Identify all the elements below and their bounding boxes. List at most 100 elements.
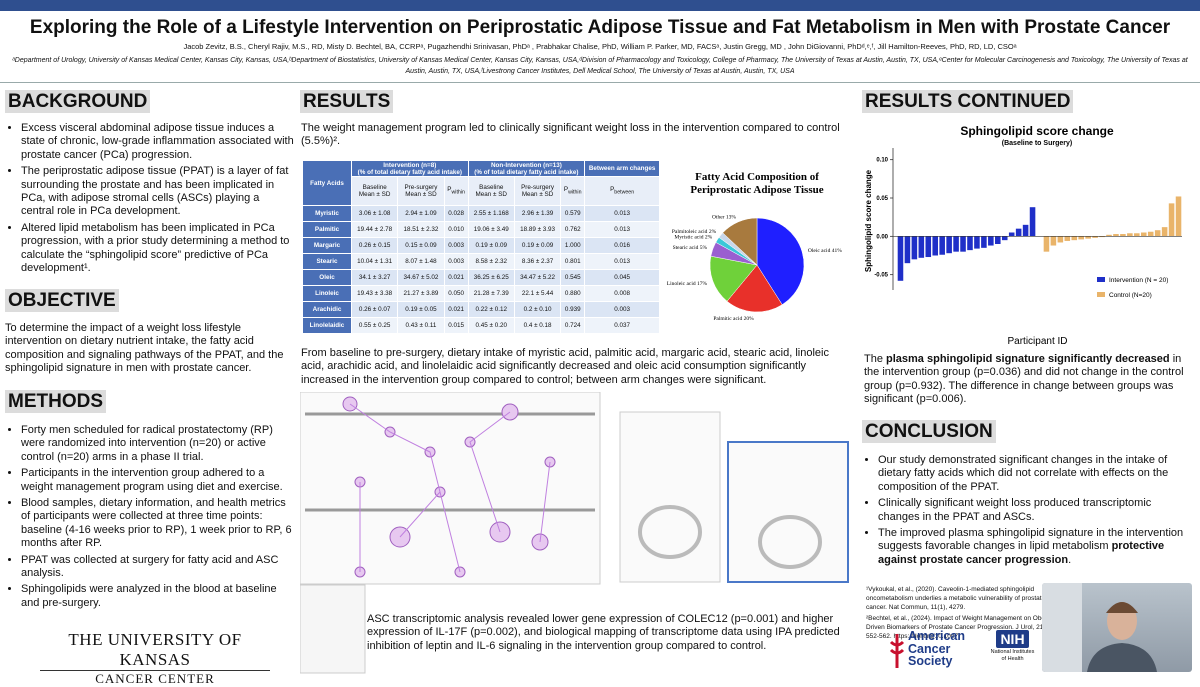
header-cell: Pwithin	[443, 176, 469, 206]
table-cell: Myristic	[302, 205, 352, 222]
slice-name: Oleic acid	[808, 248, 831, 254]
table-cell: 0.021	[443, 301, 469, 318]
bar	[1050, 236, 1057, 246]
slice-value: 13%	[726, 214, 737, 220]
section-heading: METHODS	[5, 390, 106, 413]
table-cell: 2.55 ± 1.168	[467, 205, 515, 222]
y-tick-label: -0.05	[874, 273, 888, 279]
table-cell: 0.19 ± 0.05	[397, 301, 445, 318]
pathway-panel	[300, 392, 601, 585]
table-row: Oleic 34.1 ± 3.27 34.67 ± 5.02 0.021 36.25 ±…	[302, 269, 660, 286]
nih-badge: NIH	[996, 630, 1029, 648]
header-sub: within	[451, 189, 465, 196]
pathway-panel	[619, 411, 721, 583]
table-cell: 19.43 ± 3.38	[350, 285, 399, 302]
bullet: Forty men scheduled for radical prostate…	[21, 424, 295, 464]
header-cell: Pwithin	[560, 176, 586, 206]
text-run: The	[864, 353, 887, 365]
y-tick-label: 0.00	[876, 234, 888, 240]
header-sub: within	[568, 189, 582, 196]
table-cell: Stearic	[302, 253, 352, 270]
bullet: Excess visceral abdominal adipose tissue…	[21, 122, 295, 162]
table-cell: 0.880	[560, 285, 586, 302]
table-cell: Palmitic	[302, 221, 352, 238]
table-cell: 34.67 ± 5.02	[397, 269, 445, 286]
table-cell: 10.04 ± 1.31	[350, 253, 399, 270]
header-cell: Pbetween	[584, 176, 660, 206]
bar	[932, 236, 939, 256]
section-heading: CONCLUSION	[862, 420, 996, 443]
webcam-person	[1042, 583, 1157, 672]
pathway-panel	[727, 441, 849, 583]
table-cell: 8.07 ± 1.48	[397, 253, 445, 270]
pie-slice	[756, 217, 805, 306]
bar	[1078, 236, 1084, 240]
bar	[1092, 236, 1098, 238]
table-cell: 34.47 ± 5.22	[513, 269, 562, 286]
table-cell: 2.96 ± 1.39	[513, 205, 562, 222]
objective-section: OBJECTIVE To determine the impact of a w…	[5, 289, 295, 376]
text-run: Forty men scheduled for radical prostate…	[21, 424, 273, 463]
bullet: Blood samples, dietary information, and …	[21, 497, 295, 551]
table-cell: 0.028	[443, 205, 469, 222]
text-run: Altered lipid metabolism has been implic…	[21, 221, 290, 275]
acs-icon	[889, 634, 905, 668]
chart-title: Fatty Acid Composition of	[695, 171, 819, 183]
table-cell: 0.4 ± 0.18	[513, 317, 562, 334]
bar	[1043, 236, 1050, 252]
text-run: in the intervention group (p=0.036) and …	[864, 353, 1184, 406]
slice-label: Oleic acid 41%	[808, 248, 842, 254]
table-cell: 0.013	[584, 205, 660, 222]
table-cell: 0.015	[443, 317, 469, 334]
x-axis-label: Participant ID	[1007, 336, 1067, 347]
results-heading-box: RESULTS	[300, 90, 394, 114]
bar-chart: Sphingolipid score change (Baseline to Su…	[864, 124, 1182, 347]
bar	[981, 236, 987, 248]
table-cell: 22.1 ± 5.44	[513, 285, 562, 302]
results-intro: The weight management program led to cli…	[301, 122, 840, 148]
table-cell: 1.000	[560, 237, 586, 254]
text-run: Participants in the intervention group a…	[21, 467, 283, 493]
bar	[1147, 231, 1154, 237]
bar	[1064, 236, 1071, 241]
table-row: Palmitic 19.44 ± 2.78 18.51 ± 2.32 0.010 19.…	[302, 221, 660, 238]
table-cell: 21.28 ± 7.39	[467, 285, 515, 302]
table-cell: 0.26 ± 0.07	[350, 301, 399, 318]
header-row: Baseline Mean ± SD Pre-surgery Mean ± SD Pwi…	[303, 176, 660, 206]
legend-label: Intervention (N = 20)	[1109, 277, 1168, 284]
slice-label: Myristic acid 2%	[674, 235, 712, 241]
header-row: Fatty Acids Intervention (n=8) (% of total…	[302, 160, 660, 206]
objective-text: To determine the impact of a weight loss…	[5, 322, 284, 375]
text-run: Clinically significant weight loss produ…	[878, 497, 1152, 523]
table-cell: 0.045	[584, 269, 660, 286]
header-main: P	[447, 186, 452, 194]
bar	[946, 236, 952, 254]
table-cell: 21.27 ± 3.89	[397, 285, 445, 302]
pathway-edges	[349, 403, 551, 573]
nucleus	[758, 515, 822, 569]
bar	[897, 236, 904, 281]
bullet-list: Excess visceral abdominal adipose tissue…	[5, 122, 295, 275]
slice-name: Other	[712, 214, 725, 220]
pathway-figures	[300, 392, 849, 674]
background-section: BACKGROUND Excess visceral abdominal adi…	[5, 90, 295, 278]
legend-swatch	[1097, 292, 1105, 297]
logo-line: CANCER CENTER	[95, 671, 215, 686]
chart-subtitle: (Baseline to Surgery)	[1002, 140, 1072, 147]
bold-run: plasma sphingolipid signature significan…	[886, 353, 1170, 365]
table-cell: 3.06 ± 1.08	[350, 205, 399, 222]
slice-label: Stearic acid 5%	[673, 245, 708, 251]
y-tick-label: 0.05	[876, 196, 888, 202]
pathway-nodes	[342, 396, 556, 578]
slice-name: Palmitic acid	[713, 316, 742, 322]
table-cell: 8.58 ± 2.32	[467, 253, 515, 270]
bar	[1099, 236, 1105, 238]
bar	[1113, 234, 1119, 237]
logo-line: Society	[908, 654, 953, 668]
text-run: Excess visceral abdominal adipose tissue…	[21, 122, 294, 161]
bar	[1175, 196, 1182, 237]
section-heading: BACKGROUND	[5, 90, 151, 113]
table-cell: 0.013	[584, 221, 660, 238]
bar	[1140, 232, 1147, 237]
